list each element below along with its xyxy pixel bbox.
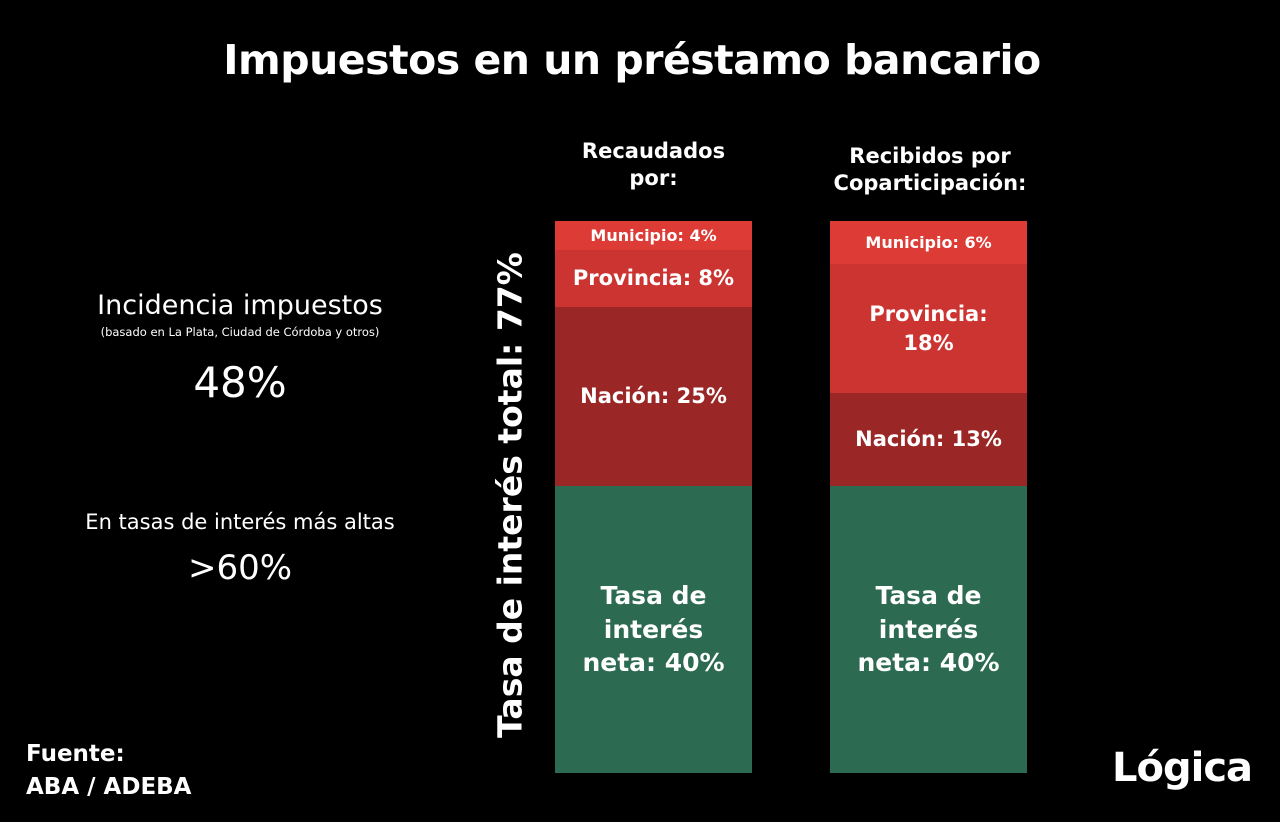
higher-rates-label: En tasas de interés más altas <box>85 510 395 534</box>
bar-segment-provincia: Provincia: 8% <box>555 249 752 308</box>
incidence-value: 48% <box>193 358 287 407</box>
source-label: Fuente: <box>26 741 125 767</box>
stacked-bar-recaudados: Municipio: 4% Provincia: 8% Nación: 25% Tas… <box>555 221 752 773</box>
higher-rates-value: >60% <box>187 548 293 588</box>
incidence-label: Incidencia impuestos <box>97 290 383 321</box>
source: Fuente: ABA / ADEBA <box>26 738 191 804</box>
bar-segment-provincia: Provincia: 18% <box>830 264 1027 394</box>
logica-logo: Lógica <box>1112 745 1253 791</box>
bar-header-coparticipacion: Recibidos por Coparticipación: <box>833 144 1027 195</box>
chart-title: Impuestos en un préstamo bancario <box>223 36 1041 84</box>
bar-header-recaudados: Recaudados por: <box>581 139 726 190</box>
bar-segment-municipio: Municipio: 6% <box>830 221 1027 264</box>
bar-segment-naci-n: Nación: 25% <box>555 307 752 487</box>
y-axis-label: Tasa de interés total: 77% <box>490 252 530 738</box>
stacked-bar-coparticipacion: Municipio: 6% Provincia: 18% Nación: 13% Ta… <box>830 221 1027 773</box>
bar-segment-tasa-de-inter-s-neta: Tasa de interés neta: 40% <box>830 486 1027 773</box>
incidence-note: (basado en La Plata, Ciudad de Córdoba y… <box>100 325 380 339</box>
source-value: ABA / ADEBA <box>26 774 192 800</box>
bar-segment-naci-n: Nación: 13% <box>830 393 1027 487</box>
bar-segment-tasa-de-inter-s-neta: Tasa de interés neta: 40% <box>555 486 752 773</box>
bar-segment-municipio: Municipio: 4% <box>555 221 752 250</box>
